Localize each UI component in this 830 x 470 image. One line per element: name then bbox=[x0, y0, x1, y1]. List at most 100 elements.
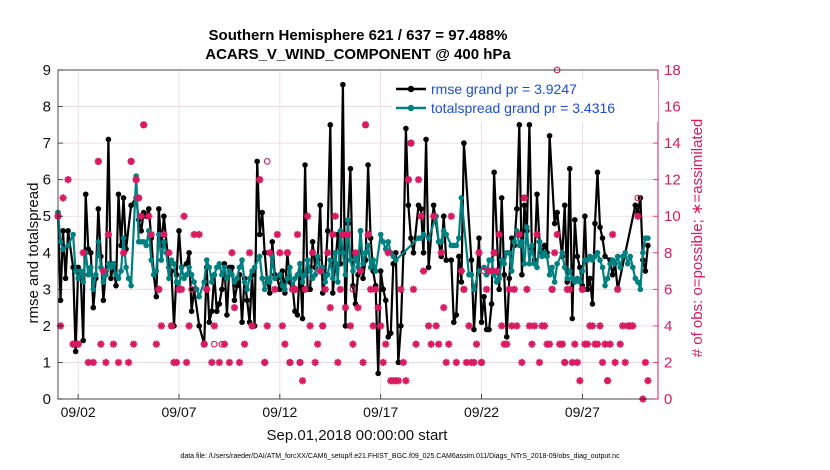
obs-assimilated-marker bbox=[503, 340, 511, 348]
rmse-point bbox=[95, 206, 102, 212]
rmse-point bbox=[458, 279, 465, 285]
spread-point bbox=[594, 249, 601, 256]
obs-assimilated-marker bbox=[303, 212, 312, 220]
obs-assimilated-stroke bbox=[430, 212, 437, 220]
obs-assimilated-stroke bbox=[526, 322, 533, 330]
obs-assimilated-stroke bbox=[445, 340, 452, 348]
obs-assimilated-stroke bbox=[180, 212, 188, 220]
rmse-point bbox=[420, 249, 427, 256]
spread-point bbox=[549, 264, 555, 271]
rmse-point bbox=[597, 224, 603, 230]
rmse-point bbox=[443, 257, 450, 263]
rmse-point bbox=[188, 308, 195, 315]
obs-assimilated-stroke bbox=[329, 231, 337, 238]
obs-assimilated-stroke bbox=[266, 249, 274, 257]
obs-assimilated-marker bbox=[372, 285, 380, 293]
y2-tick-label: 16 bbox=[664, 99, 681, 116]
obs-possible-marker bbox=[105, 231, 112, 238]
spread-point bbox=[60, 246, 66, 252]
obs-assimilated-stroke bbox=[448, 212, 455, 220]
rmse-point bbox=[491, 169, 497, 176]
obs-assimilated-stroke bbox=[115, 359, 122, 366]
spread-point bbox=[219, 271, 225, 278]
obs-assimilated-stroke bbox=[367, 286, 374, 293]
obs-assimilated-stroke bbox=[372, 286, 379, 293]
obs-assimilated-stroke bbox=[553, 231, 561, 238]
obs-possible-marker bbox=[558, 340, 566, 348]
rmse-point bbox=[534, 191, 540, 198]
obs-assimilated-marker bbox=[583, 340, 592, 348]
rmse-point bbox=[120, 195, 127, 201]
obs-assimilated-marker bbox=[513, 322, 521, 330]
obs-assimilated-marker bbox=[165, 249, 173, 257]
chart-title-line-2: ACARS_V_WIND_COMPONENT @ 400 hPa bbox=[205, 46, 511, 63]
spread-point bbox=[559, 249, 566, 256]
rmse-point bbox=[261, 249, 268, 256]
obs-possible-marker bbox=[175, 285, 183, 293]
obs-assimilated-stroke bbox=[231, 304, 238, 311]
obs-assimilated-marker bbox=[530, 322, 539, 330]
obs-assimilated-stroke bbox=[90, 359, 97, 366]
obs-assimilated-marker bbox=[424, 322, 433, 330]
obs-assimilated-marker bbox=[157, 322, 165, 330]
spread-point bbox=[251, 264, 258, 271]
rmse-point bbox=[128, 202, 134, 209]
y-axis-label: rmse and totalspread bbox=[25, 183, 42, 324]
obs-assimilated-marker bbox=[427, 340, 435, 348]
obs-assimilated-stroke bbox=[294, 231, 301, 238]
spread-point bbox=[100, 279, 107, 285]
spread-point bbox=[178, 264, 185, 271]
rmse-point bbox=[486, 326, 492, 333]
spread-point bbox=[579, 268, 586, 274]
rmse-point bbox=[516, 122, 523, 128]
obs-assimilated-stroke bbox=[306, 322, 314, 330]
rmse-point bbox=[113, 282, 119, 289]
obs-possible-marker bbox=[604, 377, 611, 385]
obs-assimilated-stroke bbox=[185, 322, 193, 330]
obs-assimilated-marker bbox=[435, 340, 443, 348]
spread-point bbox=[261, 286, 268, 293]
spread-point bbox=[201, 279, 208, 285]
spread-point bbox=[629, 264, 636, 271]
spread-point bbox=[496, 275, 502, 282]
spread-point bbox=[302, 271, 308, 278]
obs-assimilated-stroke bbox=[576, 377, 584, 384]
rmse-point bbox=[65, 228, 71, 234]
rmse-point bbox=[418, 206, 424, 212]
x-tick-label: 09/22 bbox=[464, 404, 499, 420]
spread-point bbox=[508, 268, 515, 274]
obs-assimilated-marker bbox=[311, 358, 319, 367]
obs-assimilated-stroke bbox=[314, 340, 321, 348]
spread-point bbox=[357, 228, 364, 234]
rmse-point bbox=[219, 286, 225, 293]
y-tick-label: 6 bbox=[43, 172, 51, 189]
spread-point bbox=[534, 264, 540, 271]
obs-assimilated-stroke bbox=[324, 249, 331, 257]
spread-point bbox=[115, 275, 122, 282]
rmse-point bbox=[403, 125, 409, 132]
spread-point bbox=[511, 239, 518, 245]
spread-point bbox=[191, 279, 197, 285]
obs-assimilated-marker bbox=[278, 322, 286, 330]
y-tick-label: 1 bbox=[43, 354, 51, 371]
obs-assimilated-marker bbox=[430, 212, 438, 220]
spread-point bbox=[156, 231, 162, 238]
rmse-point bbox=[440, 213, 447, 220]
obs-assimilated-marker bbox=[271, 285, 279, 293]
rmse-point bbox=[551, 220, 558, 227]
obs-possible-marker bbox=[127, 158, 135, 165]
obs-assimilated-stroke bbox=[385, 249, 392, 257]
rmse-point bbox=[254, 158, 260, 165]
obs-assimilated-marker bbox=[64, 176, 72, 184]
obs-assimilated-marker bbox=[535, 358, 544, 367]
obs-possible-marker bbox=[256, 176, 264, 184]
spread-point bbox=[72, 268, 79, 274]
rmse-point bbox=[405, 202, 412, 209]
obs-assimilated-marker bbox=[614, 285, 622, 293]
obs-assimilated-marker bbox=[137, 212, 145, 220]
rmse-point bbox=[299, 315, 306, 322]
obs-assimilated-marker bbox=[263, 322, 271, 330]
obs-assimilated-stroke bbox=[211, 322, 218, 330]
obs-possible-marker bbox=[284, 249, 291, 257]
obs-assimilated-marker bbox=[326, 304, 334, 312]
